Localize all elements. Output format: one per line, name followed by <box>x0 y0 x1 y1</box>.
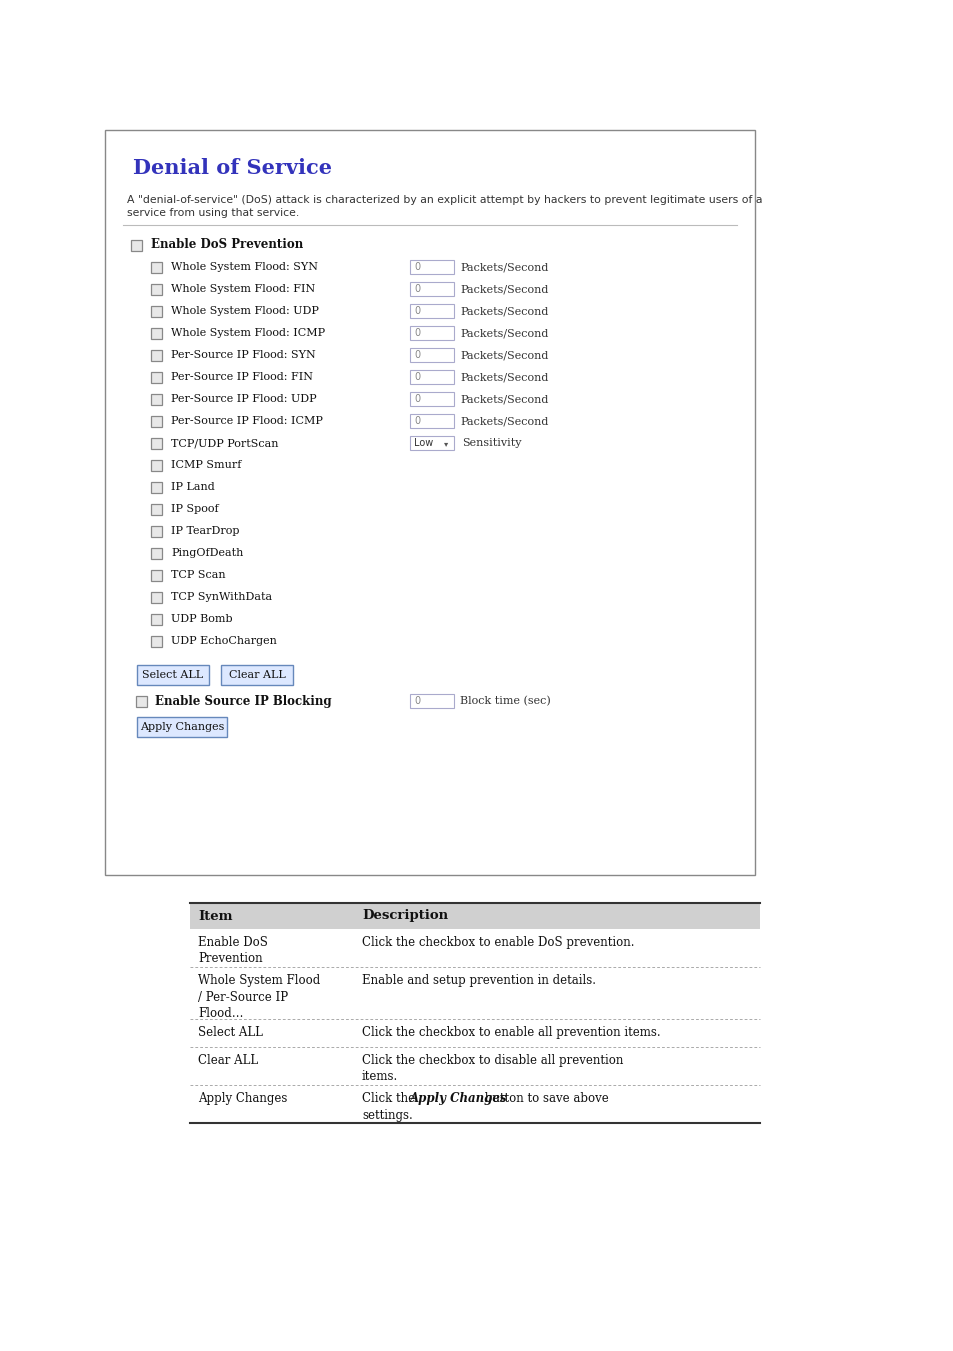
Text: 0: 0 <box>414 328 419 338</box>
Bar <box>152 592 162 603</box>
Bar <box>152 459 162 470</box>
Bar <box>190 902 760 929</box>
Bar <box>410 282 454 296</box>
Text: 0: 0 <box>414 394 419 404</box>
Bar <box>105 130 754 875</box>
Bar <box>132 239 142 250</box>
Text: button to save above: button to save above <box>481 1092 609 1105</box>
Text: Apply Changes: Apply Changes <box>410 1092 507 1105</box>
Text: Packets/Second: Packets/Second <box>459 284 548 295</box>
Text: Description: Description <box>361 909 448 923</box>
Text: Click the: Click the <box>361 1092 418 1105</box>
Text: Whole System Flood: UDP: Whole System Flood: UDP <box>171 305 318 316</box>
Text: IP Spoof: IP Spoof <box>171 504 218 513</box>
Text: Select ALL: Select ALL <box>198 1025 263 1039</box>
Bar <box>152 547 162 558</box>
Text: Whole System Flood: ICMP: Whole System Flood: ICMP <box>171 328 325 338</box>
Text: Click the checkbox to enable all prevention items.: Click the checkbox to enable all prevent… <box>361 1025 659 1039</box>
Text: 0: 0 <box>414 305 419 316</box>
Text: Item: Item <box>198 909 233 923</box>
Bar <box>152 284 162 295</box>
Bar <box>152 613 162 624</box>
Bar <box>152 416 162 427</box>
Bar <box>410 436 454 450</box>
Text: Packets/Second: Packets/Second <box>459 416 548 426</box>
Text: Enable DoS
Prevention: Enable DoS Prevention <box>198 936 268 966</box>
Text: PingOfDeath: PingOfDeath <box>171 549 243 558</box>
Text: 0: 0 <box>414 350 419 359</box>
Text: Per-Source IP Flood: ICMP: Per-Source IP Flood: ICMP <box>171 416 322 426</box>
Text: Apply Changes: Apply Changes <box>198 1092 287 1105</box>
Bar <box>410 259 454 274</box>
Text: Whole System Flood: SYN: Whole System Flood: SYN <box>171 262 317 272</box>
Bar <box>410 413 454 428</box>
Text: Enable DoS Prevention: Enable DoS Prevention <box>151 239 303 251</box>
Text: A "denial-of-service" (DoS) attack is characterized by an explicit attempt by ha: A "denial-of-service" (DoS) attack is ch… <box>127 195 761 219</box>
Text: Packets/Second: Packets/Second <box>459 350 548 359</box>
Bar <box>152 350 162 361</box>
Bar <box>152 570 162 581</box>
Bar <box>152 526 162 536</box>
Text: UDP EchoChargen: UDP EchoChargen <box>171 636 276 646</box>
Text: settings.: settings. <box>361 1109 413 1121</box>
Text: Denial of Service: Denial of Service <box>132 158 332 178</box>
Text: Per-Source IP Flood: FIN: Per-Source IP Flood: FIN <box>171 372 313 382</box>
Bar <box>152 327 162 339</box>
Bar <box>410 370 454 384</box>
Bar <box>410 326 454 340</box>
Bar <box>152 305 162 316</box>
Text: 0: 0 <box>414 372 419 382</box>
Text: Apply Changes: Apply Changes <box>140 721 224 732</box>
Bar <box>152 438 162 449</box>
Bar <box>152 372 162 382</box>
Text: Low: Low <box>414 438 433 449</box>
Bar <box>152 504 162 515</box>
Text: Select ALL: Select ALL <box>142 670 203 680</box>
Text: Whole System Flood
/ Per-Source IP
Flood…: Whole System Flood / Per-Source IP Flood… <box>198 974 320 1020</box>
Text: IP TearDrop: IP TearDrop <box>171 526 239 536</box>
Text: Enable Source IP Blocking: Enable Source IP Blocking <box>154 694 332 708</box>
Text: Packets/Second: Packets/Second <box>459 394 548 404</box>
Text: 0: 0 <box>414 284 419 295</box>
Bar <box>152 262 162 273</box>
Bar <box>136 696 148 707</box>
Text: 0: 0 <box>414 696 419 707</box>
Text: Block time (sec): Block time (sec) <box>459 696 550 707</box>
Text: Packets/Second: Packets/Second <box>459 262 548 272</box>
Bar <box>410 349 454 362</box>
FancyBboxPatch shape <box>221 665 293 685</box>
Text: 0: 0 <box>414 262 419 272</box>
FancyBboxPatch shape <box>137 665 209 685</box>
Text: TCP SynWithData: TCP SynWithData <box>171 592 272 603</box>
Text: Click the checkbox to enable DoS prevention.: Click the checkbox to enable DoS prevent… <box>361 936 634 948</box>
Text: Per-Source IP Flood: UDP: Per-Source IP Flood: UDP <box>171 394 316 404</box>
Text: Clear ALL: Clear ALL <box>229 670 285 680</box>
Text: TCP/UDP PortScan: TCP/UDP PortScan <box>171 438 278 449</box>
Text: Sensitivity: Sensitivity <box>461 438 521 449</box>
Text: Packets/Second: Packets/Second <box>459 372 548 382</box>
Bar <box>152 481 162 493</box>
Bar <box>152 635 162 647</box>
Text: ▾: ▾ <box>443 439 448 449</box>
Text: Whole System Flood: FIN: Whole System Flood: FIN <box>171 284 314 295</box>
Text: Packets/Second: Packets/Second <box>459 328 548 338</box>
Text: Packets/Second: Packets/Second <box>459 305 548 316</box>
Text: Per-Source IP Flood: SYN: Per-Source IP Flood: SYN <box>171 350 315 359</box>
Bar <box>152 393 162 404</box>
Bar <box>410 304 454 317</box>
FancyBboxPatch shape <box>137 717 227 738</box>
Text: Enable and setup prevention in details.: Enable and setup prevention in details. <box>361 974 596 988</box>
Text: Clear ALL: Clear ALL <box>198 1054 258 1067</box>
Text: Click the checkbox to disable all prevention
items.: Click the checkbox to disable all preven… <box>361 1054 622 1084</box>
Text: IP Land: IP Land <box>171 482 214 492</box>
Bar <box>410 694 454 708</box>
Text: ICMP Smurf: ICMP Smurf <box>171 459 241 470</box>
Text: 0: 0 <box>414 416 419 426</box>
Bar <box>410 392 454 407</box>
Text: UDP Bomb: UDP Bomb <box>171 613 233 624</box>
Text: TCP Scan: TCP Scan <box>171 570 226 580</box>
